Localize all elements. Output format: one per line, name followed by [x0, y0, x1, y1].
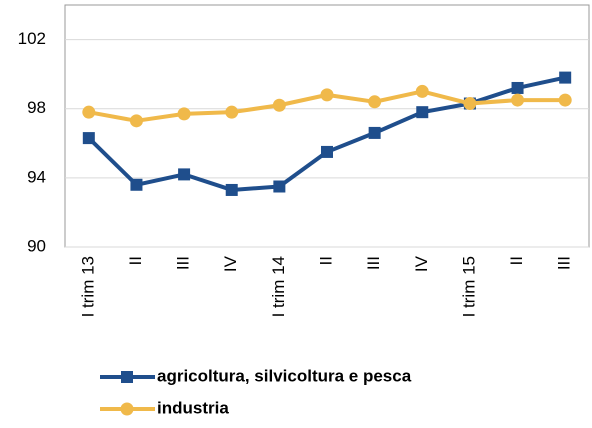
marker [463, 97, 477, 111]
marker [272, 98, 286, 112]
marker [368, 126, 381, 139]
x-tick-label: III [364, 256, 383, 270]
marker [320, 88, 334, 102]
x-tick-label: I trim 15 [459, 256, 478, 317]
x-tick-label: II [507, 256, 526, 265]
legend-label: agricoltura, silvicoltura e pesca [157, 366, 412, 385]
x-tick-label: III [174, 256, 193, 270]
marker [225, 183, 238, 196]
x-tick-label: II [316, 256, 335, 265]
x-tick-label: I trim 13 [78, 256, 97, 317]
y-tick-label: 90 [27, 236, 46, 255]
x-tick-label: IV [221, 255, 240, 272]
marker [82, 132, 95, 145]
y-tick-label: 94 [27, 167, 46, 186]
marker [511, 81, 524, 94]
marker [178, 168, 191, 181]
plot-frame [64, 4, 590, 248]
marker [558, 93, 572, 107]
marker [415, 84, 429, 98]
marker [416, 106, 429, 119]
marker [225, 105, 239, 119]
marker [321, 145, 333, 158]
marker [273, 180, 286, 193]
marker [130, 178, 143, 191]
x-tick-label: III [555, 256, 574, 270]
marker [511, 93, 525, 107]
legend-marker [120, 402, 134, 416]
x-tick-label: II [126, 256, 145, 265]
y-tick-label: 102 [18, 29, 46, 48]
marker [177, 107, 191, 121]
legend-marker [121, 371, 133, 383]
marker [82, 105, 96, 119]
legend-label: industria [157, 398, 229, 417]
x-tick-label: IV [412, 255, 431, 272]
y-tick-label: 98 [27, 98, 46, 117]
marker [129, 114, 143, 128]
x-tick-label: I trim 14 [269, 256, 288, 317]
marker [368, 95, 382, 109]
marker [559, 71, 572, 84]
